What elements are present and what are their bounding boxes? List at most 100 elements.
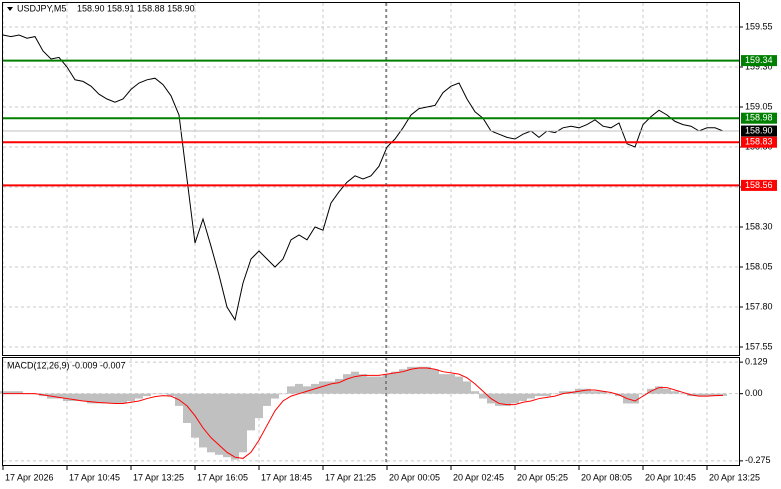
macd-bar (455, 376, 463, 394)
macd-bar (119, 393, 127, 404)
y-tick-label: 159.05 (745, 101, 773, 111)
labels: 17 Apr 2026 17 Apr 10:45 17 Apr 13:25 17 Ap… (2, 21, 777, 482)
x-tick-label: 17 Apr 10:45 (69, 472, 120, 482)
macd-bar (343, 374, 351, 394)
macd-bar (0, 391, 7, 394)
macd-bar (87, 393, 95, 404)
x-tick-label: 20 Apr 05:25 (517, 472, 568, 482)
y-tick-label: -0.275 (745, 455, 771, 465)
macd-bar (447, 374, 455, 394)
chart-title: USDJPY,M5 (17, 3, 66, 13)
macd-bar (671, 391, 679, 394)
x-tick-label: 20 Apr 10:45 (645, 472, 696, 482)
x-tick-label: 17 Apr 21:25 (325, 472, 376, 482)
macd-bar (439, 374, 447, 394)
macd-bar (655, 386, 663, 394)
macd-bar (359, 374, 367, 394)
macd-bar (55, 393, 63, 399)
macd-bar (711, 393, 719, 397)
chart-subtitle: 158.90 158.91 158.88 158.90 (77, 3, 195, 13)
macd-bar (199, 393, 207, 448)
last-price-label: 158.90 (745, 125, 773, 135)
x-tick-label: 20 Apr 00:05 (389, 472, 440, 482)
macd-bar (151, 393, 159, 395)
x-tick-label: 17 Apr 16:05 (197, 472, 248, 482)
macd-bar (399, 369, 407, 394)
macd-bar (263, 393, 271, 406)
macd-bar (503, 393, 511, 406)
symbol-menu-icon (7, 7, 13, 11)
x-tick-label: 20 Apr 13:25 (709, 472, 760, 482)
level-tag (741, 112, 777, 124)
macd-bar (71, 393, 79, 402)
macd-bar (215, 393, 223, 455)
macd-bar (127, 393, 135, 402)
macd-bar (719, 393, 727, 396)
macd-bar (279, 393, 287, 395)
macd-bar (135, 393, 143, 399)
macd-bar (367, 376, 375, 394)
level-tag (741, 136, 777, 148)
macd-bar (255, 393, 263, 419)
macd-bar (511, 393, 519, 404)
y-tick-label: 158.30 (745, 221, 773, 231)
macd-panel-frame (2, 357, 740, 466)
macd-bar (239, 393, 247, 453)
macd-bar (519, 393, 527, 402)
macd-bar (495, 393, 503, 406)
macd-bar (111, 393, 119, 404)
price-panel-frame (2, 2, 740, 356)
macd-bar (415, 366, 423, 394)
macd-bar (551, 393, 559, 395)
macd-bar (327, 381, 335, 394)
macd-bar (231, 393, 239, 460)
macd-bar (479, 393, 487, 399)
macd-bar (319, 381, 327, 394)
macd-bar (15, 391, 23, 394)
macd-bar (631, 393, 639, 404)
last-price-tag (741, 125, 777, 137)
x-tick-label: 17 Apr 2026 (5, 472, 54, 482)
macd-bar (167, 393, 175, 397)
macd-bar (287, 386, 295, 394)
macd-bar (295, 383, 303, 394)
macd-bar (7, 391, 15, 394)
level-label: 158.56 (745, 180, 773, 190)
macd-bar (183, 393, 191, 423)
y-tick-label: 157.80 (745, 301, 773, 311)
macd-bar (583, 388, 591, 394)
macd-bar (607, 393, 615, 395)
macd-bar (695, 393, 703, 397)
macd-bar (63, 393, 71, 402)
macd-bar (527, 393, 535, 399)
macd-bar (535, 393, 543, 397)
x-tick-label: 17 Apr 13:25 (133, 472, 184, 482)
macd-bar (95, 393, 103, 404)
macd-bar (471, 391, 479, 394)
level-label: 159.34 (745, 55, 773, 65)
macd-bar (431, 369, 439, 394)
macd-bar (79, 393, 87, 402)
level-label: 158.83 (745, 137, 773, 147)
macd-bar (599, 391, 607, 394)
macd-bar (351, 371, 359, 394)
macd-bar (223, 393, 231, 458)
y-tick-label: 0.129 (745, 357, 768, 367)
x-tick-label: 17 Apr 18:45 (261, 472, 312, 482)
macd-bar (679, 393, 687, 395)
macd-bar (391, 371, 399, 394)
macd-bar (303, 386, 311, 394)
level-tag (741, 55, 777, 67)
y-tick-label: 0.00 (745, 388, 763, 398)
x-tick-label: 20 Apr 08:05 (581, 472, 632, 482)
macd-bar (103, 393, 111, 404)
macd-bar (463, 381, 471, 394)
y-tick-label: 158.05 (745, 261, 773, 271)
marks (0, 34, 739, 460)
macd-bar (247, 393, 255, 431)
macd-bar (407, 366, 415, 394)
macd-title: MACD(12,26,9) -0.009 -0.007 (7, 360, 126, 370)
